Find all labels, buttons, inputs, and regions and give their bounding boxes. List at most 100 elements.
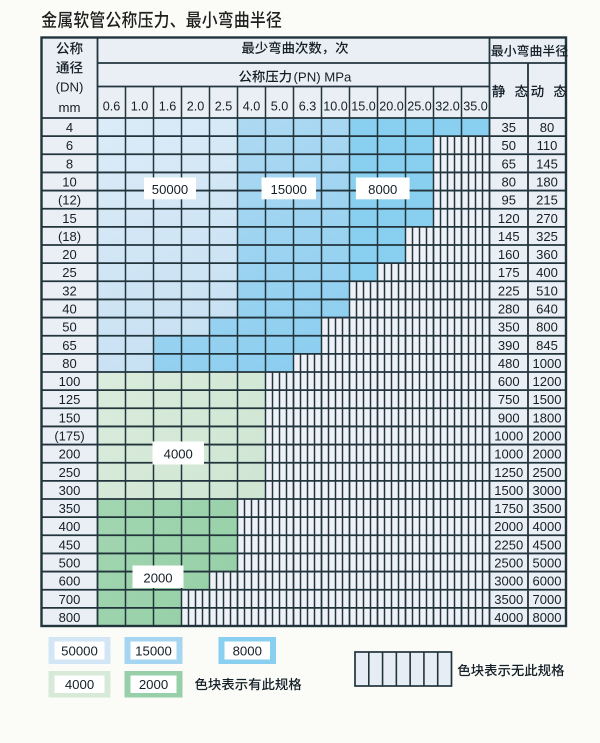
- svg-text:1000: 1000: [533, 356, 562, 371]
- svg-text:600: 600: [59, 574, 81, 589]
- svg-text:8000: 8000: [233, 643, 262, 658]
- svg-text:15: 15: [62, 211, 76, 226]
- svg-text:4.0: 4.0: [243, 99, 261, 113]
- svg-text:180: 180: [536, 175, 558, 190]
- svg-text:2500: 2500: [494, 556, 523, 571]
- svg-text:4000: 4000: [533, 519, 562, 534]
- svg-text:50000: 50000: [152, 182, 188, 197]
- svg-text:280: 280: [498, 302, 520, 317]
- svg-text:2500: 2500: [533, 465, 562, 480]
- svg-text:350: 350: [59, 501, 81, 516]
- svg-text:325: 325: [536, 229, 558, 244]
- svg-text:8: 8: [66, 156, 73, 171]
- svg-text:1.0: 1.0: [131, 99, 149, 113]
- svg-text:(DN): (DN): [56, 80, 84, 95]
- svg-text:4000: 4000: [65, 677, 94, 692]
- svg-text:50: 50: [62, 320, 76, 335]
- svg-text:6000: 6000: [533, 574, 562, 589]
- svg-text:(12): (12): [58, 193, 81, 208]
- svg-text:4000: 4000: [164, 447, 193, 462]
- svg-text:175: 175: [498, 265, 520, 280]
- svg-text:145: 145: [536, 156, 558, 171]
- svg-text:500: 500: [59, 556, 81, 571]
- svg-text:2.0: 2.0: [187, 99, 205, 113]
- svg-text:3000: 3000: [494, 574, 523, 589]
- svg-text:7000: 7000: [533, 592, 562, 607]
- svg-text:125: 125: [59, 392, 81, 407]
- svg-text:3500: 3500: [533, 501, 562, 516]
- svg-text:5.0: 5.0: [271, 99, 289, 113]
- svg-text:25: 25: [62, 265, 76, 280]
- svg-text:2250: 2250: [494, 537, 523, 552]
- svg-text:32.0: 32.0: [435, 99, 460, 113]
- svg-text:750: 750: [498, 392, 520, 407]
- svg-text:80: 80: [502, 175, 516, 190]
- svg-text:845: 845: [536, 338, 558, 353]
- svg-text:95: 95: [502, 193, 516, 208]
- svg-text:390: 390: [498, 338, 520, 353]
- svg-text:400: 400: [536, 265, 558, 280]
- svg-text:50: 50: [502, 138, 516, 153]
- svg-text:6.3: 6.3: [299, 99, 317, 113]
- svg-text:1000: 1000: [494, 447, 523, 462]
- svg-text:360: 360: [536, 247, 558, 262]
- svg-text:15.0: 15.0: [351, 99, 376, 113]
- svg-text:65: 65: [502, 156, 516, 171]
- svg-text:6: 6: [66, 138, 73, 153]
- svg-text:1500: 1500: [494, 483, 523, 498]
- svg-text:25.0: 25.0: [407, 99, 432, 113]
- svg-text:35.0: 35.0: [463, 99, 488, 113]
- svg-text:20: 20: [62, 247, 76, 262]
- svg-text:15000: 15000: [271, 182, 307, 197]
- svg-text:1800: 1800: [533, 410, 562, 425]
- svg-text:2000: 2000: [533, 447, 562, 462]
- svg-text:400: 400: [59, 519, 81, 534]
- svg-text:100: 100: [59, 374, 81, 389]
- svg-text:3000: 3000: [533, 483, 562, 498]
- svg-text:80: 80: [62, 356, 76, 371]
- svg-text:700: 700: [59, 592, 81, 607]
- svg-text:1500: 1500: [533, 392, 562, 407]
- svg-text:800: 800: [536, 320, 558, 335]
- svg-text:510: 510: [536, 283, 558, 298]
- svg-text:800: 800: [59, 610, 81, 625]
- svg-text:1250: 1250: [494, 465, 523, 480]
- svg-text:480: 480: [498, 356, 520, 371]
- svg-text:(18): (18): [58, 229, 81, 244]
- svg-text:8000: 8000: [533, 610, 562, 625]
- svg-text:300: 300: [59, 483, 81, 498]
- svg-text:2.5: 2.5: [215, 99, 233, 113]
- svg-text:160: 160: [498, 247, 520, 262]
- svg-text:1200: 1200: [533, 374, 562, 389]
- svg-text:10: 10: [62, 175, 76, 190]
- svg-text:4: 4: [66, 120, 73, 135]
- svg-text:1000: 1000: [494, 429, 523, 444]
- svg-text:4500: 4500: [533, 537, 562, 552]
- svg-text:10.0: 10.0: [323, 99, 348, 113]
- svg-text:640: 640: [536, 302, 558, 317]
- svg-text:1.6: 1.6: [159, 99, 177, 113]
- svg-text:5000: 5000: [533, 556, 562, 571]
- svg-text:200: 200: [59, 447, 81, 462]
- svg-text:mm: mm: [59, 100, 81, 115]
- svg-text:(175): (175): [54, 429, 84, 444]
- svg-text:50000: 50000: [61, 643, 98, 658]
- svg-text:4000: 4000: [494, 610, 523, 625]
- svg-text:80: 80: [540, 120, 554, 135]
- svg-text:8000: 8000: [368, 182, 397, 197]
- svg-text:3500: 3500: [494, 592, 523, 607]
- svg-text:20.0: 20.0: [379, 99, 404, 113]
- svg-text:65: 65: [62, 338, 76, 353]
- svg-text:150: 150: [59, 410, 81, 425]
- svg-text:270: 270: [536, 211, 558, 226]
- svg-text:900: 900: [498, 410, 520, 425]
- svg-text:120: 120: [498, 211, 520, 226]
- svg-text:40: 40: [62, 302, 76, 317]
- svg-text:35: 35: [502, 120, 516, 135]
- svg-text:2000: 2000: [533, 429, 562, 444]
- svg-text:2000: 2000: [139, 677, 168, 692]
- svg-text:15000: 15000: [135, 643, 172, 658]
- svg-text:32: 32: [62, 283, 76, 298]
- svg-text:0.6: 0.6: [103, 99, 121, 113]
- svg-text:215: 215: [536, 193, 558, 208]
